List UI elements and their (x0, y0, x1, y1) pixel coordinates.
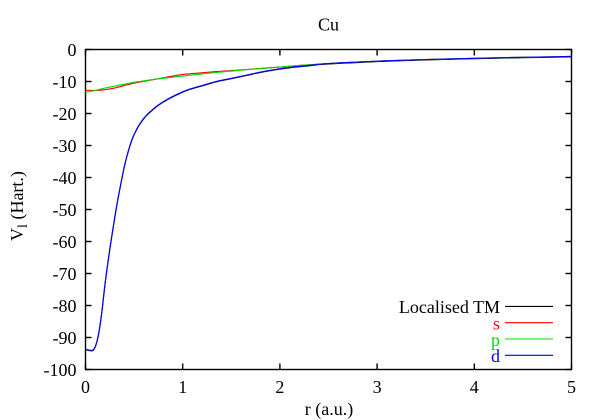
svg-text:-70: -70 (53, 264, 77, 284)
svg-text:-90: -90 (53, 328, 77, 348)
svg-text:-10: -10 (53, 72, 77, 92)
svg-text:0: 0 (81, 377, 90, 397)
svg-text:s: s (493, 314, 500, 334)
svg-text:-20: -20 (53, 104, 77, 124)
svg-text:-50: -50 (53, 200, 77, 220)
svg-text:2: 2 (275, 377, 284, 397)
svg-text:Cu: Cu (318, 15, 339, 35)
svg-text:r (a.u.): r (a.u.) (305, 399, 353, 420)
svg-text:-80: -80 (53, 296, 77, 316)
svg-text:5: 5 (567, 377, 576, 397)
svg-text:-40: -40 (53, 168, 77, 188)
svg-text:p: p (491, 330, 500, 350)
svg-text:4: 4 (470, 377, 479, 397)
svg-text:-30: -30 (53, 136, 77, 156)
svg-text:3: 3 (373, 377, 382, 397)
svg-text:Localised TM: Localised TM (399, 297, 500, 317)
svg-text:d: d (491, 346, 500, 366)
svg-text:1: 1 (178, 377, 187, 397)
svg-text:0: 0 (68, 40, 77, 60)
svg-text:-100: -100 (44, 360, 77, 380)
svg-text:-60: -60 (53, 232, 77, 252)
